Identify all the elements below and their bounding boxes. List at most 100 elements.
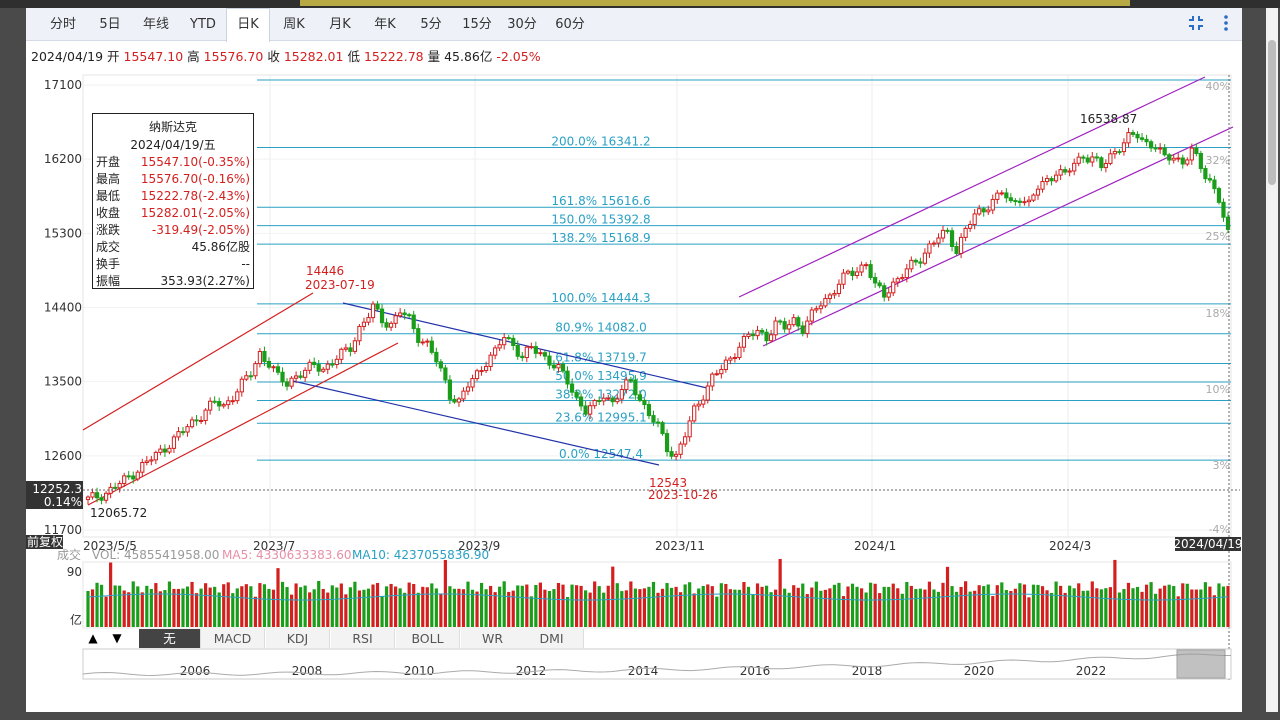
candle-body bbox=[750, 333, 756, 337]
candle-body bbox=[479, 370, 484, 373]
candle-body bbox=[203, 409, 208, 421]
scrollbar-thumb[interactable] bbox=[1268, 40, 1276, 185]
volume-bar bbox=[95, 582, 99, 627]
collapse-icon[interactable] bbox=[1185, 12, 1207, 34]
candle-body bbox=[1058, 169, 1063, 176]
tooltip-value: 15547.10(-0.35%) bbox=[140, 155, 250, 169]
volume-bar bbox=[932, 589, 936, 627]
tab-8[interactable]: 5分 bbox=[409, 8, 453, 41]
candle-body bbox=[1022, 201, 1027, 204]
tab-2[interactable]: 年线 bbox=[134, 8, 178, 41]
candle-body bbox=[266, 360, 272, 368]
indicator-tab[interactable]: MACD bbox=[201, 629, 265, 648]
candle-body bbox=[619, 389, 624, 400]
candle-body bbox=[895, 278, 900, 283]
candle-body bbox=[194, 419, 199, 422]
volume-bar bbox=[1077, 583, 1081, 627]
ohlc-close-label: 收 bbox=[267, 49, 280, 64]
volume-bar bbox=[1104, 588, 1108, 627]
candle-body bbox=[818, 305, 823, 310]
tab-3[interactable]: YTD bbox=[180, 8, 226, 41]
ohlc-close: 15282.01 bbox=[283, 49, 344, 64]
overview-year-label: 2016 bbox=[740, 664, 771, 678]
tooltip-value: 15282.01(-2.05%) bbox=[140, 206, 250, 220]
pct-tick-label: 25% bbox=[1206, 230, 1230, 243]
ohlc-date: 2024/04/19 bbox=[31, 49, 104, 64]
candle-body bbox=[398, 312, 403, 317]
volume-bar bbox=[719, 583, 723, 627]
candle-body bbox=[823, 297, 828, 307]
tab-7[interactable]: 年K bbox=[363, 8, 407, 41]
candle-body bbox=[1130, 132, 1136, 135]
tab-4[interactable]: 日K bbox=[226, 8, 270, 42]
candle-body bbox=[832, 292, 837, 296]
indicator-tab[interactable]: DMI bbox=[520, 629, 584, 648]
candle-body bbox=[592, 400, 597, 407]
tab-11[interactable]: 60分 bbox=[545, 8, 595, 41]
candle-body bbox=[470, 378, 475, 388]
candle-body bbox=[189, 419, 195, 428]
more-vertical-icon[interactable] bbox=[1215, 12, 1237, 34]
prev-up-icon[interactable]: ▲ bbox=[88, 631, 98, 645]
indicator-tab[interactable]: KDJ bbox=[266, 629, 330, 648]
volume-bar bbox=[905, 581, 909, 627]
next-down-icon[interactable]: ▼ bbox=[112, 631, 122, 645]
volume-bar bbox=[651, 581, 656, 627]
volume-bar bbox=[176, 588, 181, 627]
volume-bar bbox=[231, 593, 235, 627]
indicator-tab[interactable]: 无 bbox=[139, 629, 201, 648]
candle-body bbox=[746, 333, 751, 337]
volume-bar bbox=[638, 589, 642, 627]
volume-bar bbox=[1131, 588, 1135, 627]
candle-body bbox=[1094, 156, 1099, 159]
candle-body bbox=[1171, 157, 1176, 161]
volume-bar bbox=[579, 585, 583, 627]
tab-0[interactable]: 分时 bbox=[40, 8, 86, 41]
candle-body bbox=[1139, 137, 1145, 140]
candle-body bbox=[886, 292, 891, 298]
candle-body bbox=[723, 359, 728, 371]
x-tick-label: 2023/5/5 bbox=[83, 539, 137, 553]
tooltip-key: 成交 bbox=[96, 240, 121, 254]
tab-9[interactable]: 15分 bbox=[455, 8, 499, 41]
volume-bar bbox=[271, 589, 276, 627]
volume-bar bbox=[285, 587, 289, 627]
channel-blue-lower bbox=[292, 380, 660, 466]
candle-body bbox=[379, 308, 385, 324]
volume-bar bbox=[547, 591, 552, 627]
tab-5[interactable]: 周K bbox=[271, 8, 317, 41]
candle-body bbox=[1180, 157, 1185, 165]
candle-body bbox=[692, 405, 697, 422]
fib-level-label: 23.6% 12995.1 bbox=[555, 410, 647, 424]
volume-bar bbox=[606, 585, 610, 627]
volume-bar bbox=[918, 588, 922, 627]
volume-bar bbox=[412, 583, 416, 627]
volume-bar bbox=[669, 587, 674, 627]
volume-bar bbox=[923, 589, 927, 627]
candle-body bbox=[814, 308, 819, 311]
volume-bar bbox=[163, 590, 167, 627]
candle-body bbox=[434, 351, 439, 363]
candle-body bbox=[737, 346, 742, 358]
volume-bar bbox=[543, 589, 547, 627]
annotation-low-value: 12543 bbox=[649, 476, 687, 490]
candle-body bbox=[284, 381, 290, 387]
tab-10[interactable]: 30分 bbox=[500, 8, 544, 41]
overview-year-label: 2006 bbox=[180, 664, 211, 678]
volume-bar bbox=[398, 588, 402, 627]
volume-bar bbox=[529, 596, 533, 627]
ohlc-summary: 2024/04/19 开 15547.10 高 15576.70 收 15282… bbox=[31, 46, 541, 65]
tab-1[interactable]: 5日 bbox=[88, 8, 132, 41]
candle-body bbox=[1017, 200, 1023, 203]
indicator-tab[interactable]: WR bbox=[461, 629, 525, 648]
candle-body bbox=[167, 447, 172, 453]
indicator-tab[interactable]: RSI bbox=[331, 629, 395, 648]
volume-bar bbox=[887, 586, 891, 627]
volume-bar bbox=[751, 594, 755, 627]
overview-selection[interactable] bbox=[1176, 649, 1226, 679]
volume-bar bbox=[131, 581, 135, 627]
tab-6[interactable]: 月K bbox=[318, 8, 362, 41]
indicator-tab[interactable]: BOLL bbox=[396, 629, 460, 648]
